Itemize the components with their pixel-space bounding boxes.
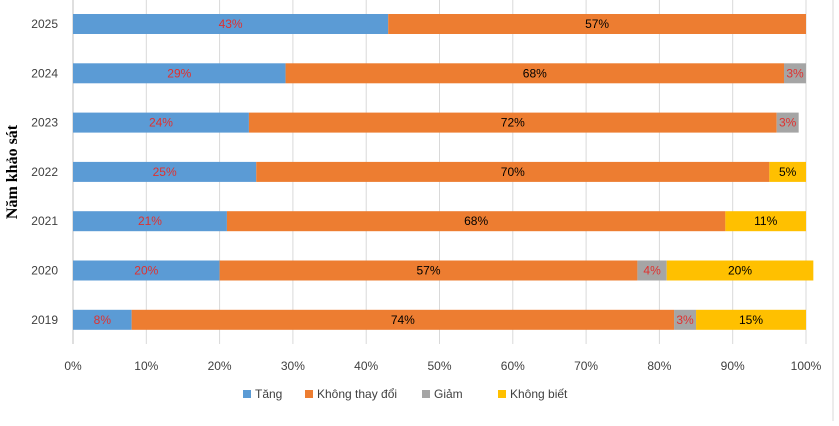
- bar-segment: [73, 161, 257, 182]
- bar-segment: [73, 14, 389, 34]
- bar-segment: [73, 211, 227, 232]
- bar-segment: [256, 161, 770, 182]
- data-label: 20%: [728, 264, 752, 278]
- bar-segment: [73, 112, 249, 133]
- legend-swatch: [305, 390, 313, 398]
- bar-segment: [219, 260, 638, 281]
- data-label: 57%: [416, 264, 440, 278]
- bar-segment: [776, 112, 799, 133]
- bar-segment: [725, 211, 806, 232]
- data-label: 29%: [167, 66, 191, 80]
- data-label: 3%: [786, 66, 804, 80]
- y-tick-label: 2025: [31, 17, 58, 31]
- bar-segment: [73, 309, 132, 330]
- bar-segment: [73, 260, 220, 281]
- bar-segment: [248, 112, 777, 133]
- x-tick-label: 20%: [208, 359, 232, 373]
- legend-label: Tăng: [255, 387, 282, 401]
- y-tick-label: 2020: [31, 264, 58, 278]
- bar-segment: [666, 260, 814, 281]
- bar-segment: [674, 309, 697, 330]
- y-tick-label: 2024: [31, 66, 58, 80]
- legend-label: Giảm: [434, 387, 463, 401]
- y-tick-label: 2021: [31, 214, 58, 228]
- legend-swatch: [422, 390, 430, 398]
- legend-swatch: [498, 390, 506, 398]
- data-label: 3%: [676, 313, 694, 327]
- x-tick-label: 100%: [791, 359, 822, 373]
- data-label: 8%: [94, 313, 112, 327]
- x-tick-label: 70%: [574, 359, 598, 373]
- x-tick-label: 90%: [721, 359, 745, 373]
- data-label: 72%: [501, 116, 525, 130]
- y-tick-label: 2019: [31, 313, 58, 327]
- data-label: 11%: [754, 214, 777, 228]
- y-axis-title: Năm khảo sát: [4, 124, 21, 219]
- bar-segment: [696, 309, 806, 330]
- legend-swatch: [243, 390, 251, 398]
- bar-segment: [73, 63, 286, 84]
- data-label: 15%: [739, 313, 763, 327]
- x-tick-label: 80%: [647, 359, 671, 373]
- x-tick-label: 40%: [354, 359, 378, 373]
- data-label: 21%: [138, 214, 162, 228]
- bar-segment: [637, 260, 667, 281]
- bar-segment: [131, 309, 675, 330]
- bar-segment: [769, 161, 806, 182]
- data-label: 4%: [643, 264, 661, 278]
- x-tick-label: 10%: [134, 359, 158, 373]
- bar-segment: [226, 211, 726, 232]
- data-label: 20%: [134, 264, 158, 278]
- data-label: 70%: [501, 165, 525, 179]
- data-label: 74%: [391, 313, 415, 327]
- data-label: 25%: [153, 165, 177, 179]
- data-label: 68%: [464, 214, 488, 228]
- x-tick-label: 60%: [501, 359, 525, 373]
- y-tick-label: 2022: [31, 165, 58, 179]
- y-tick-label: 2023: [31, 116, 58, 130]
- x-tick-label: 50%: [427, 359, 451, 373]
- legend-label: Không thay đổi: [317, 387, 397, 401]
- bar-segment: [285, 63, 785, 84]
- bar-segment: [784, 63, 806, 84]
- data-label: 24%: [149, 116, 173, 130]
- x-tick-label: 30%: [281, 359, 305, 373]
- bar-segment: [388, 14, 806, 34]
- legend-label: Không biết: [510, 387, 568, 401]
- data-label: 68%: [523, 66, 547, 80]
- x-tick-label: 0%: [64, 359, 82, 373]
- data-label: 5%: [779, 165, 797, 179]
- data-label: 57%: [585, 17, 609, 31]
- data-label: 3%: [779, 116, 797, 130]
- data-label: 43%: [219, 17, 243, 31]
